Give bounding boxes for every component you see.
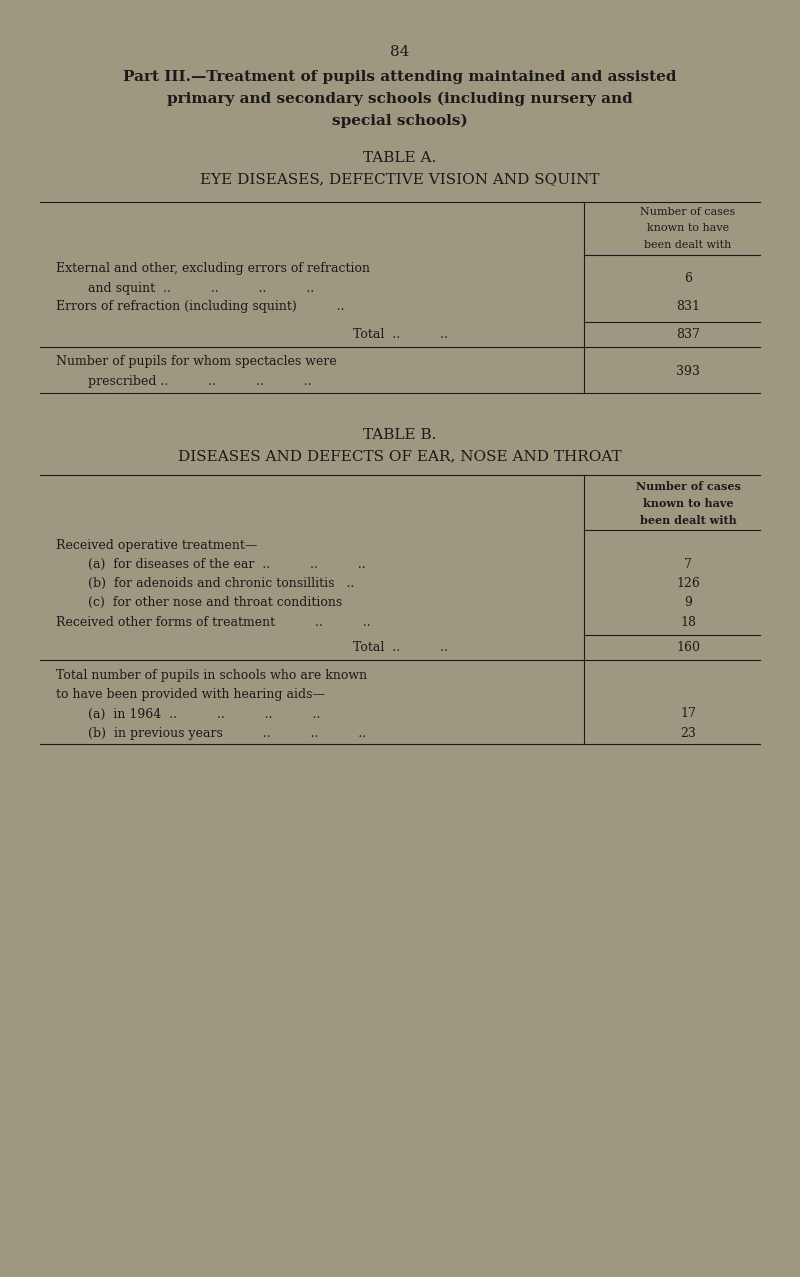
Text: TABLE B.: TABLE B.	[363, 428, 437, 442]
Text: prescribed ..          ..          ..          ..: prescribed .. .. .. ..	[56, 375, 311, 388]
Text: Part III.—Treatment of pupils attending maintained and assisted: Part III.—Treatment of pupils attending …	[123, 70, 677, 84]
Text: Errors of refraction (including squint)          ..: Errors of refraction (including squint) …	[56, 300, 345, 313]
Text: 23: 23	[680, 727, 696, 739]
Text: Received other forms of treatment          ..          ..: Received other forms of treatment .. ..	[56, 616, 370, 628]
Text: EYE DISEASES, DEFECTIVE VISION AND SQUINT: EYE DISEASES, DEFECTIVE VISION AND SQUIN…	[200, 172, 600, 186]
Text: 837: 837	[676, 328, 700, 341]
Text: been dealt with: been dealt with	[640, 515, 736, 526]
Text: Received operative treatment—: Received operative treatment—	[56, 539, 258, 552]
Text: 160: 160	[676, 641, 700, 654]
Text: 7: 7	[684, 558, 692, 571]
Text: 9: 9	[684, 596, 692, 609]
Text: External and other, excluding errors of refraction: External and other, excluding errors of …	[56, 262, 370, 275]
Text: 18: 18	[680, 616, 696, 628]
Text: 126: 126	[676, 577, 700, 590]
Text: 6: 6	[684, 272, 692, 285]
Text: 17: 17	[680, 707, 696, 720]
Text: known to have: known to have	[642, 498, 734, 510]
Text: (c)  for other nose and throat conditions: (c) for other nose and throat conditions	[88, 596, 342, 609]
Text: Number of pupils for whom spectacles were: Number of pupils for whom spectacles wer…	[56, 355, 337, 368]
Text: Number of cases: Number of cases	[640, 207, 736, 217]
Text: special schools): special schools)	[332, 114, 468, 128]
Text: (a)  in 1964  ..          ..          ..          ..: (a) in 1964 .. .. .. ..	[88, 707, 320, 720]
Text: Total  ..          ..: Total .. ..	[353, 641, 447, 654]
Text: Number of cases: Number of cases	[635, 481, 741, 493]
Text: to have been provided with hearing aids—: to have been provided with hearing aids—	[56, 688, 325, 701]
Text: (a)  for diseases of the ear  ..          ..          ..: (a) for diseases of the ear .. .. ..	[88, 558, 366, 571]
Text: 831: 831	[676, 300, 700, 313]
Text: TABLE A.: TABLE A.	[363, 151, 437, 165]
Text: Total  ..          ..: Total .. ..	[353, 328, 447, 341]
Text: Total number of pupils in schools who are known: Total number of pupils in schools who ar…	[56, 669, 367, 682]
Text: 393: 393	[676, 365, 700, 378]
Text: primary and secondary schools (including nursery and: primary and secondary schools (including…	[167, 92, 633, 106]
Text: (b)  for adenoids and chronic tonsillitis   ..: (b) for adenoids and chronic tonsillitis…	[88, 577, 354, 590]
Text: (b)  in previous years          ..          ..          ..: (b) in previous years .. .. ..	[88, 727, 366, 739]
Text: 84: 84	[390, 45, 410, 59]
Text: and squint  ..          ..          ..          ..: and squint .. .. .. ..	[56, 282, 314, 295]
Text: known to have: known to have	[647, 223, 729, 234]
Text: been dealt with: been dealt with	[644, 240, 732, 250]
Text: DISEASES AND DEFECTS OF EAR, NOSE AND THROAT: DISEASES AND DEFECTS OF EAR, NOSE AND TH…	[178, 450, 622, 464]
